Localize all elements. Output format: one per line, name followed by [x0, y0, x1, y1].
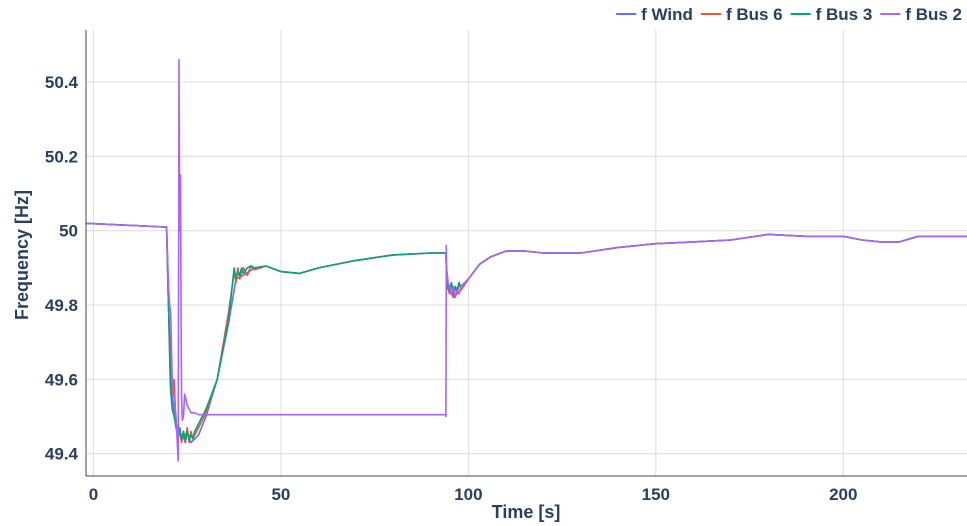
- x-axis-title: Time [s]: [492, 502, 561, 522]
- y-tick-label: 50.4: [45, 73, 79, 92]
- legend-item-f-bus-6[interactable]: f Bus 6: [700, 5, 783, 24]
- legend-item-f-wind[interactable]: f Wind: [616, 5, 693, 24]
- legend-label: f Wind: [641, 5, 693, 24]
- x-tick-label: 0: [89, 485, 98, 504]
- axes: [85, 30, 967, 477]
- x-tick-label: 150: [642, 485, 670, 504]
- series-line-f-bus-6: [85, 222, 967, 444]
- series-line-f-bus-2: [85, 58, 967, 462]
- series-line-f-bus-3: [85, 222, 967, 444]
- x-tick-label: 100: [454, 485, 482, 504]
- legend-label: f Bus 2: [905, 5, 962, 24]
- y-tick-label: 50.2: [45, 147, 78, 166]
- legend[interactable]: f Bus 2 f Bus 3 f Bus 6 f Wind: [616, 5, 962, 24]
- legend-item-f-bus-2[interactable]: f Bus 2: [880, 5, 962, 24]
- y-tick-label: 49.8: [45, 296, 78, 315]
- legend-label: f Bus 6: [726, 5, 783, 24]
- legend-item-f-bus-3[interactable]: f Bus 3: [790, 5, 873, 24]
- y-axis-title: Frequency [Hz]: [12, 190, 32, 320]
- y-tick-label: 49.6: [45, 370, 78, 389]
- y-tick-label: 50: [59, 222, 78, 241]
- x-tick-label: 200: [829, 485, 857, 504]
- x-tick-label: 50: [271, 485, 290, 504]
- series-line-f-wind: [85, 222, 967, 444]
- tick-labels: 0 50 100 150 200 49.4 49.6 49.8 50 50.2 50.4: [45, 73, 858, 504]
- legend-label: f Bus 3: [816, 5, 873, 24]
- plot-series: [85, 58, 967, 462]
- y-tick-label: 49.4: [45, 445, 79, 464]
- grid: [86, 30, 967, 476]
